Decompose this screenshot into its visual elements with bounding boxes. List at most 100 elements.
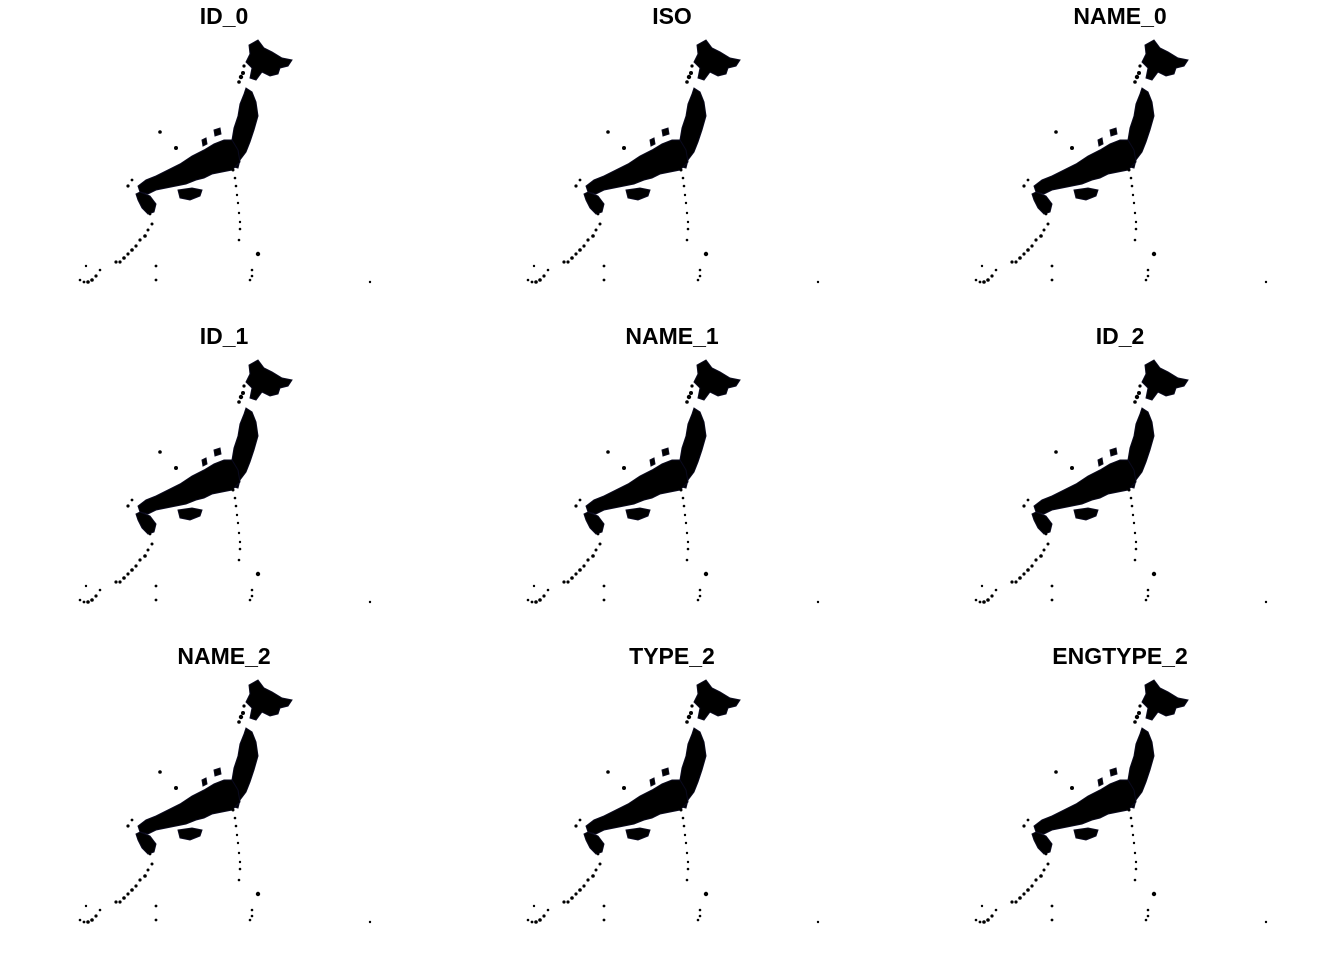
map-island xyxy=(84,264,88,268)
map-landmass xyxy=(585,139,689,195)
map-island xyxy=(622,466,626,470)
map-island xyxy=(94,594,98,598)
map-island xyxy=(1026,888,1030,892)
map-island xyxy=(606,450,610,454)
map-island xyxy=(1030,884,1034,888)
map-island xyxy=(1134,220,1138,224)
map-island xyxy=(1026,568,1030,572)
map-island xyxy=(686,540,690,544)
map-island xyxy=(530,920,534,924)
map-island xyxy=(681,496,685,500)
map-landmass xyxy=(1097,777,1104,787)
map-landmass xyxy=(245,679,293,721)
map-island xyxy=(1014,580,1018,584)
map-island xyxy=(237,558,241,562)
map-island xyxy=(86,920,90,924)
map-landmass xyxy=(583,511,605,535)
map-island xyxy=(592,844,596,848)
map-island xyxy=(686,227,690,231)
map-island xyxy=(974,918,978,922)
map-landmass xyxy=(245,39,293,81)
map-island xyxy=(689,71,693,75)
map-island xyxy=(578,888,582,892)
map-island xyxy=(591,234,595,238)
map-island xyxy=(622,146,626,150)
map-landmass xyxy=(1141,359,1189,401)
map-island xyxy=(982,600,986,604)
map-island xyxy=(126,184,130,188)
map-island xyxy=(530,280,534,284)
map-island xyxy=(1134,540,1138,544)
map-island xyxy=(596,212,600,216)
map-island xyxy=(1127,488,1131,492)
map-island xyxy=(686,220,690,224)
map-island xyxy=(238,714,244,720)
map-island xyxy=(1014,900,1018,904)
map-island xyxy=(1010,260,1014,264)
map-island xyxy=(990,914,994,918)
map-island xyxy=(1138,704,1142,708)
map-island xyxy=(982,920,986,924)
panel-title: NAME_1 xyxy=(625,323,719,349)
map-island xyxy=(1022,892,1026,896)
map-island xyxy=(130,178,134,182)
map-island xyxy=(1044,532,1048,536)
map-island xyxy=(1042,228,1046,232)
map-island xyxy=(238,867,242,871)
map-landmass xyxy=(1109,127,1118,137)
map-island xyxy=(538,598,542,602)
map-island xyxy=(78,918,82,922)
map-landmass xyxy=(649,457,656,467)
panel-title: NAME_0 xyxy=(1073,3,1167,29)
japan-map xyxy=(78,679,372,924)
map-island xyxy=(1044,852,1048,856)
map-island xyxy=(526,598,530,602)
map-island xyxy=(546,268,550,272)
map-island xyxy=(237,238,241,242)
map-landmass xyxy=(625,827,651,841)
map-island xyxy=(1018,256,1022,260)
map-island xyxy=(122,576,126,580)
map-island xyxy=(1034,238,1038,242)
map-landmass xyxy=(245,359,293,401)
map-island xyxy=(532,904,536,908)
map-island xyxy=(1130,184,1134,188)
map-island xyxy=(130,248,134,252)
map-island xyxy=(1144,598,1148,602)
map-island xyxy=(566,580,570,584)
map-island xyxy=(602,278,606,282)
map-island xyxy=(82,280,86,284)
map-island xyxy=(143,554,147,558)
map-island xyxy=(174,466,178,470)
map-island xyxy=(98,268,102,272)
map-landmass xyxy=(1031,511,1053,535)
map-island xyxy=(578,178,582,182)
map-island xyxy=(238,394,244,400)
map-landmass xyxy=(1141,39,1189,81)
panel-title: ID_0 xyxy=(199,3,249,29)
map-island xyxy=(586,558,590,562)
map-landmass xyxy=(213,447,222,457)
map-island xyxy=(82,920,86,924)
map-island xyxy=(237,720,241,724)
map-island xyxy=(598,222,602,226)
map-island xyxy=(126,572,130,576)
map-panel: ISO xyxy=(448,0,896,320)
map-island xyxy=(255,251,261,257)
map-panel: ID_2 xyxy=(896,320,1344,640)
map-panel: NAME_0 xyxy=(896,0,1344,320)
map-landmass xyxy=(135,511,157,535)
map-island xyxy=(703,891,709,897)
map-island xyxy=(686,867,690,871)
map-island xyxy=(158,770,162,774)
map-island xyxy=(236,521,240,525)
map-island xyxy=(978,280,982,284)
map-island xyxy=(546,588,550,592)
map-island xyxy=(90,918,94,922)
map-island xyxy=(1133,878,1137,882)
map-island xyxy=(143,874,147,878)
map-island xyxy=(598,542,602,546)
map-island xyxy=(685,400,689,404)
map-island xyxy=(542,914,546,918)
map-island xyxy=(990,594,994,598)
